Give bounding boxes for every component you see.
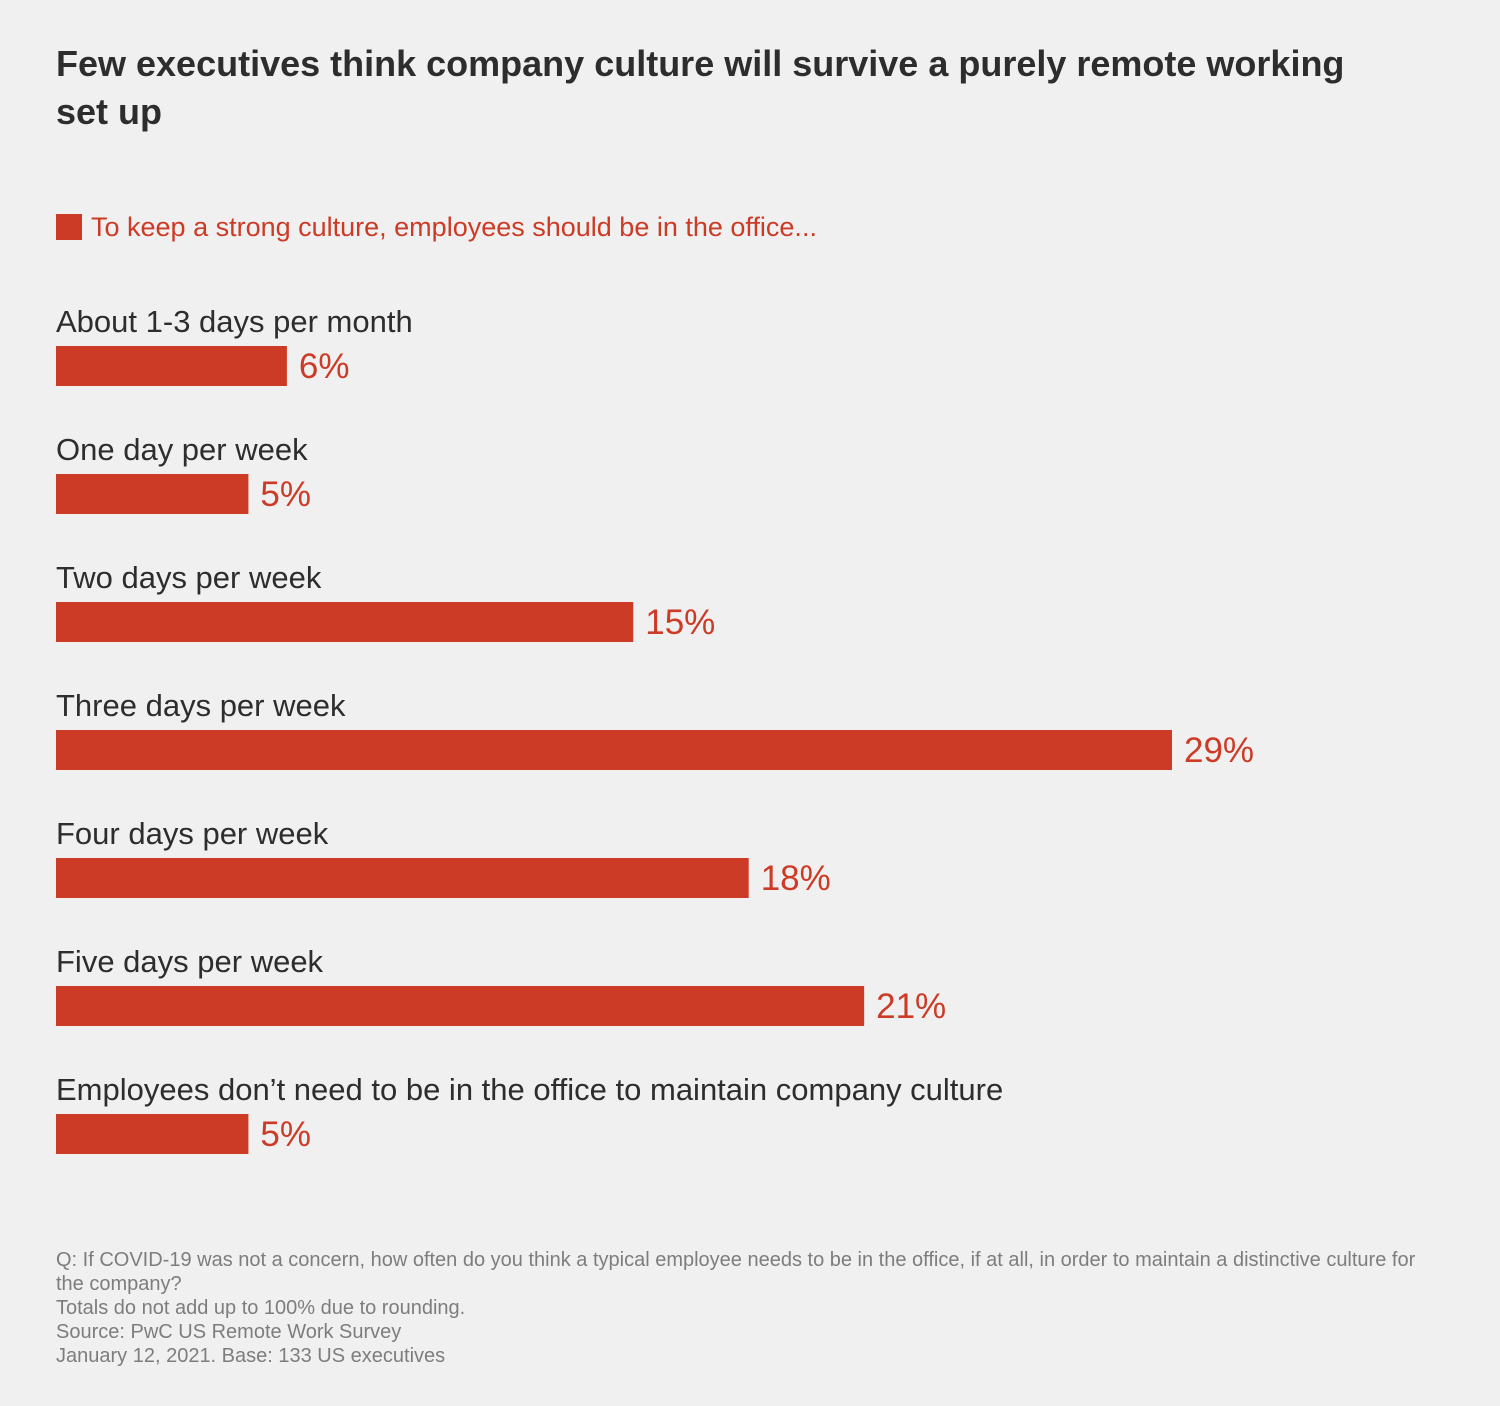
- chart-title: Few executives think company culture wil…: [56, 43, 1345, 132]
- bar-chart: About 1-3 days per month 6% One day per we…: [56, 304, 1254, 1154]
- category-label: About 1-3 days per month: [56, 304, 413, 339]
- category-label: Three days per week: [56, 688, 346, 723]
- base-note: January 12, 2021. Base: 133 US executive…: [56, 1345, 446, 1367]
- bar: [56, 346, 287, 386]
- value-label: 5%: [260, 1115, 311, 1154]
- bar: [56, 1114, 249, 1154]
- value-label: 18%: [761, 859, 831, 898]
- value-label: 21%: [876, 987, 946, 1026]
- value-label: 15%: [645, 603, 715, 642]
- category-label: Five days per week: [56, 944, 324, 979]
- value-label: 5%: [260, 475, 311, 514]
- bar: [56, 474, 249, 514]
- value-label: 6%: [299, 347, 350, 386]
- chart-notes: Q: If COVID-19 was not a concern, how of…: [56, 1248, 1416, 1368]
- survey-question: Q: If COVID-19 was not a concern, how of…: [56, 1249, 1416, 1295]
- source-note: Source: PwC US Remote Work Survey: [56, 1321, 402, 1343]
- category-label: Four days per week: [56, 816, 329, 851]
- legend-swatch: [56, 214, 82, 240]
- category-label: One day per week: [56, 432, 308, 467]
- rounding-note: Totals do not add up to 100% due to roun…: [56, 1297, 466, 1319]
- category-label: Two days per week: [56, 560, 322, 595]
- bar: [56, 730, 1172, 770]
- legend-label: To keep a strong culture, employees shou…: [91, 212, 817, 242]
- value-label: 29%: [1184, 731, 1254, 770]
- legend: To keep a strong culture, employees shou…: [56, 210, 817, 244]
- category-label: Employees don’t need to be in the office…: [56, 1072, 1003, 1107]
- bar: [56, 986, 865, 1026]
- bar: [56, 602, 634, 642]
- bar: [56, 858, 749, 898]
